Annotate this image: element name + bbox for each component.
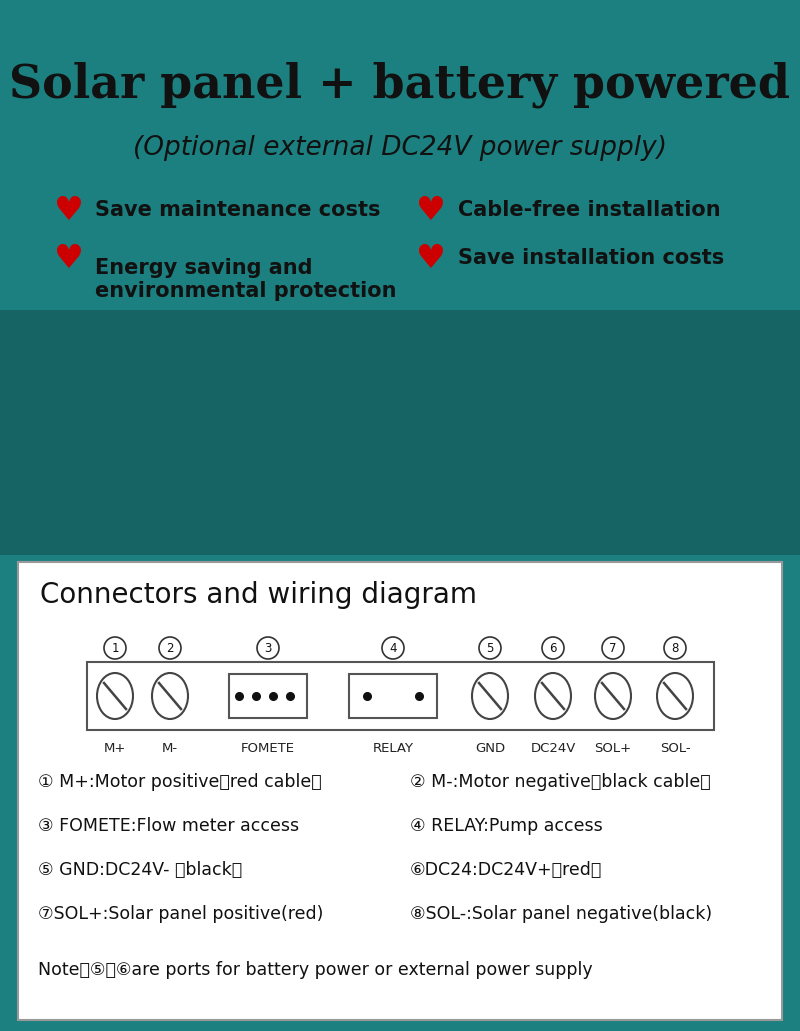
Bar (87, 662, 714, 730)
Text: 1: 1 (111, 641, 118, 655)
Text: M+: M+ (104, 741, 126, 755)
Text: Note：⑤、⑥are ports for battery power or external power supply: Note：⑤、⑥are ports for battery power or e… (38, 961, 593, 979)
Text: ♥: ♥ (53, 241, 83, 274)
Text: 3: 3 (264, 641, 272, 655)
Bar (0, 310, 800, 555)
Text: ① M+:Motor positive（red cable）: ① M+:Motor positive（red cable） (38, 773, 322, 791)
Text: ⑤ GND:DC24V- （black）: ⑤ GND:DC24V- （black） (38, 861, 242, 879)
Text: 7: 7 (610, 641, 617, 655)
Circle shape (542, 637, 564, 659)
Ellipse shape (657, 673, 693, 719)
Text: ♥: ♥ (53, 194, 83, 227)
Text: 5: 5 (486, 641, 494, 655)
Text: ♥: ♥ (415, 241, 445, 274)
Text: ⑧SOL-:Solar panel negative(black): ⑧SOL-:Solar panel negative(black) (410, 905, 712, 923)
Text: ⑥DC24:DC24V+（red）: ⑥DC24:DC24V+（red） (410, 861, 602, 879)
Bar (18, 562, 782, 1020)
Circle shape (382, 637, 404, 659)
Text: RELAY: RELAY (373, 741, 414, 755)
Ellipse shape (472, 673, 508, 719)
Text: DC24V: DC24V (530, 741, 576, 755)
Text: GND: GND (475, 741, 505, 755)
Text: Cable-free installation: Cable-free installation (458, 200, 721, 220)
Text: 6: 6 (550, 641, 557, 655)
Bar (229, 674, 307, 718)
Bar (349, 674, 437, 718)
Text: 2: 2 (166, 641, 174, 655)
Circle shape (104, 637, 126, 659)
Ellipse shape (535, 673, 571, 719)
Text: SOL-: SOL- (660, 741, 690, 755)
Circle shape (257, 637, 279, 659)
Text: ④ RELAY:Pump access: ④ RELAY:Pump access (410, 817, 602, 835)
Text: ③ FOMETE:Flow meter access: ③ FOMETE:Flow meter access (38, 817, 299, 835)
Text: 8: 8 (671, 641, 678, 655)
Text: Solar panel + battery powered: Solar panel + battery powered (10, 62, 790, 108)
Text: Save maintenance costs: Save maintenance costs (95, 200, 381, 220)
Circle shape (664, 637, 686, 659)
Ellipse shape (595, 673, 631, 719)
Text: ② M-:Motor negative（black cable）: ② M-:Motor negative（black cable） (410, 773, 710, 791)
Text: Save installation costs: Save installation costs (458, 248, 724, 268)
Circle shape (602, 637, 624, 659)
Text: Energy saving and
environmental protection: Energy saving and environmental protecti… (95, 258, 397, 301)
Ellipse shape (152, 673, 188, 719)
Circle shape (159, 637, 181, 659)
Text: (Optional external DC24V power supply): (Optional external DC24V power supply) (133, 135, 667, 161)
Text: FOMETE: FOMETE (241, 741, 295, 755)
Text: SOL+: SOL+ (594, 741, 631, 755)
Text: Connectors and wiring diagram: Connectors and wiring diagram (40, 581, 477, 609)
Text: M-: M- (162, 741, 178, 755)
Text: ⑦SOL+:Solar panel positive(red): ⑦SOL+:Solar panel positive(red) (38, 905, 323, 923)
Text: 4: 4 (390, 641, 397, 655)
Ellipse shape (97, 673, 133, 719)
Circle shape (479, 637, 501, 659)
Text: ♥: ♥ (415, 194, 445, 227)
